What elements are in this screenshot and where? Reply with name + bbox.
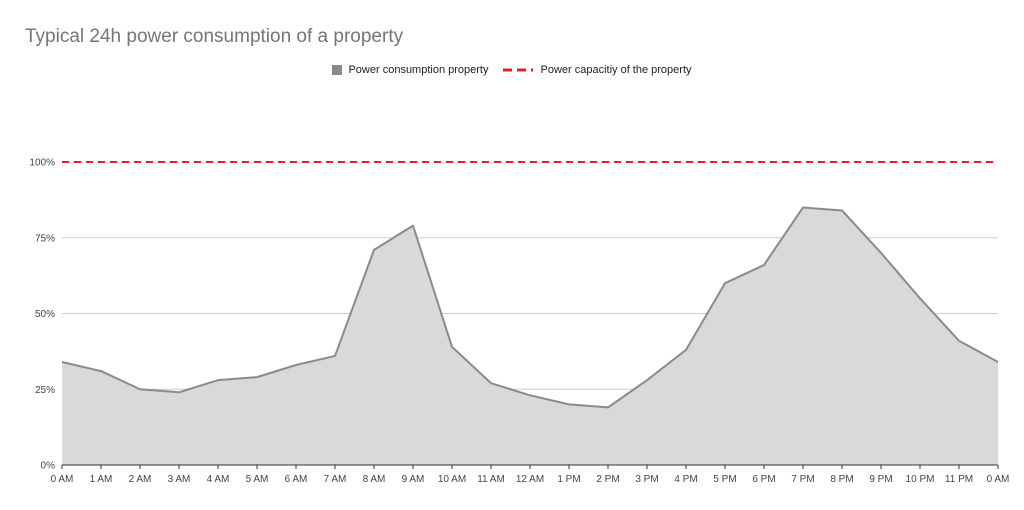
- x-tick-label: 11 AM: [477, 474, 505, 485]
- x-tick-label: 1 PM: [557, 474, 580, 485]
- x-tick-label: 11 PM: [945, 474, 973, 485]
- x-tick-label: 3 PM: [635, 474, 658, 485]
- legend-label-consumption: Power consumption property: [348, 64, 489, 76]
- x-tick-label: 8 PM: [830, 474, 853, 485]
- x-tick-label: 4 PM: [674, 474, 697, 485]
- y-tick-label: 75%: [35, 233, 55, 244]
- x-tick-label: 6 AM: [285, 474, 308, 485]
- legend-item-capacity: Power capacitiy of the property: [502, 64, 692, 76]
- axis-layer: [61, 464, 999, 469]
- legend-label-capacity: Power capacitiy of the property: [540, 64, 692, 76]
- x-tick-label: 0 AM: [51, 474, 74, 485]
- x-tick-label: 9 PM: [869, 474, 892, 485]
- area-layer: [61, 206, 999, 465]
- x-tick-label: 5 AM: [246, 474, 269, 485]
- consumption-series-line: [61, 206, 999, 409]
- label-layer: 0% 25% 50% 75% 100% 0 AM 1 AM 2 AM 3 AM 4 AM 5 AM 6…: [29, 158, 1009, 486]
- x-tick-label: 9 AM: [402, 474, 425, 485]
- x-tick-label: 3 AM: [168, 474, 191, 485]
- y-tick-label: 100%: [29, 158, 55, 169]
- x-tick-label: 0 AM: [987, 474, 1010, 485]
- x-tick-label: 2 PM: [596, 474, 619, 485]
- x-tick-label: 7 PM: [791, 474, 814, 485]
- x-tick-label: 5 PM: [713, 474, 736, 485]
- x-tick-label: 6 PM: [752, 474, 775, 485]
- legend-item-consumption: Power consumption property: [332, 64, 488, 76]
- x-tick-label: 1 AM: [90, 474, 113, 485]
- x-tick-label: 12 AM: [516, 474, 544, 485]
- legend: Power consumption property Power capacit…: [0, 64, 1024, 76]
- x-tick-label: 8 AM: [363, 474, 386, 485]
- x-tick-label: 2 AM: [129, 474, 152, 485]
- legend-swatch-capacity: [503, 68, 534, 72]
- y-tick-label: 0%: [41, 461, 56, 472]
- chart-title: Typical 24h power consumption of a prope…: [25, 26, 404, 47]
- legend-swatch-consumption: [332, 65, 343, 75]
- consumption-area-fill: [62, 207, 998, 465]
- x-tick-label: 7 AM: [324, 474, 347, 485]
- x-tick-label: 10 PM: [906, 474, 935, 485]
- y-tick-label: 25%: [35, 385, 55, 396]
- x-tick-label: 10 AM: [438, 474, 466, 485]
- y-tick-label: 50%: [35, 309, 55, 320]
- x-tick-label: 4 AM: [207, 474, 230, 485]
